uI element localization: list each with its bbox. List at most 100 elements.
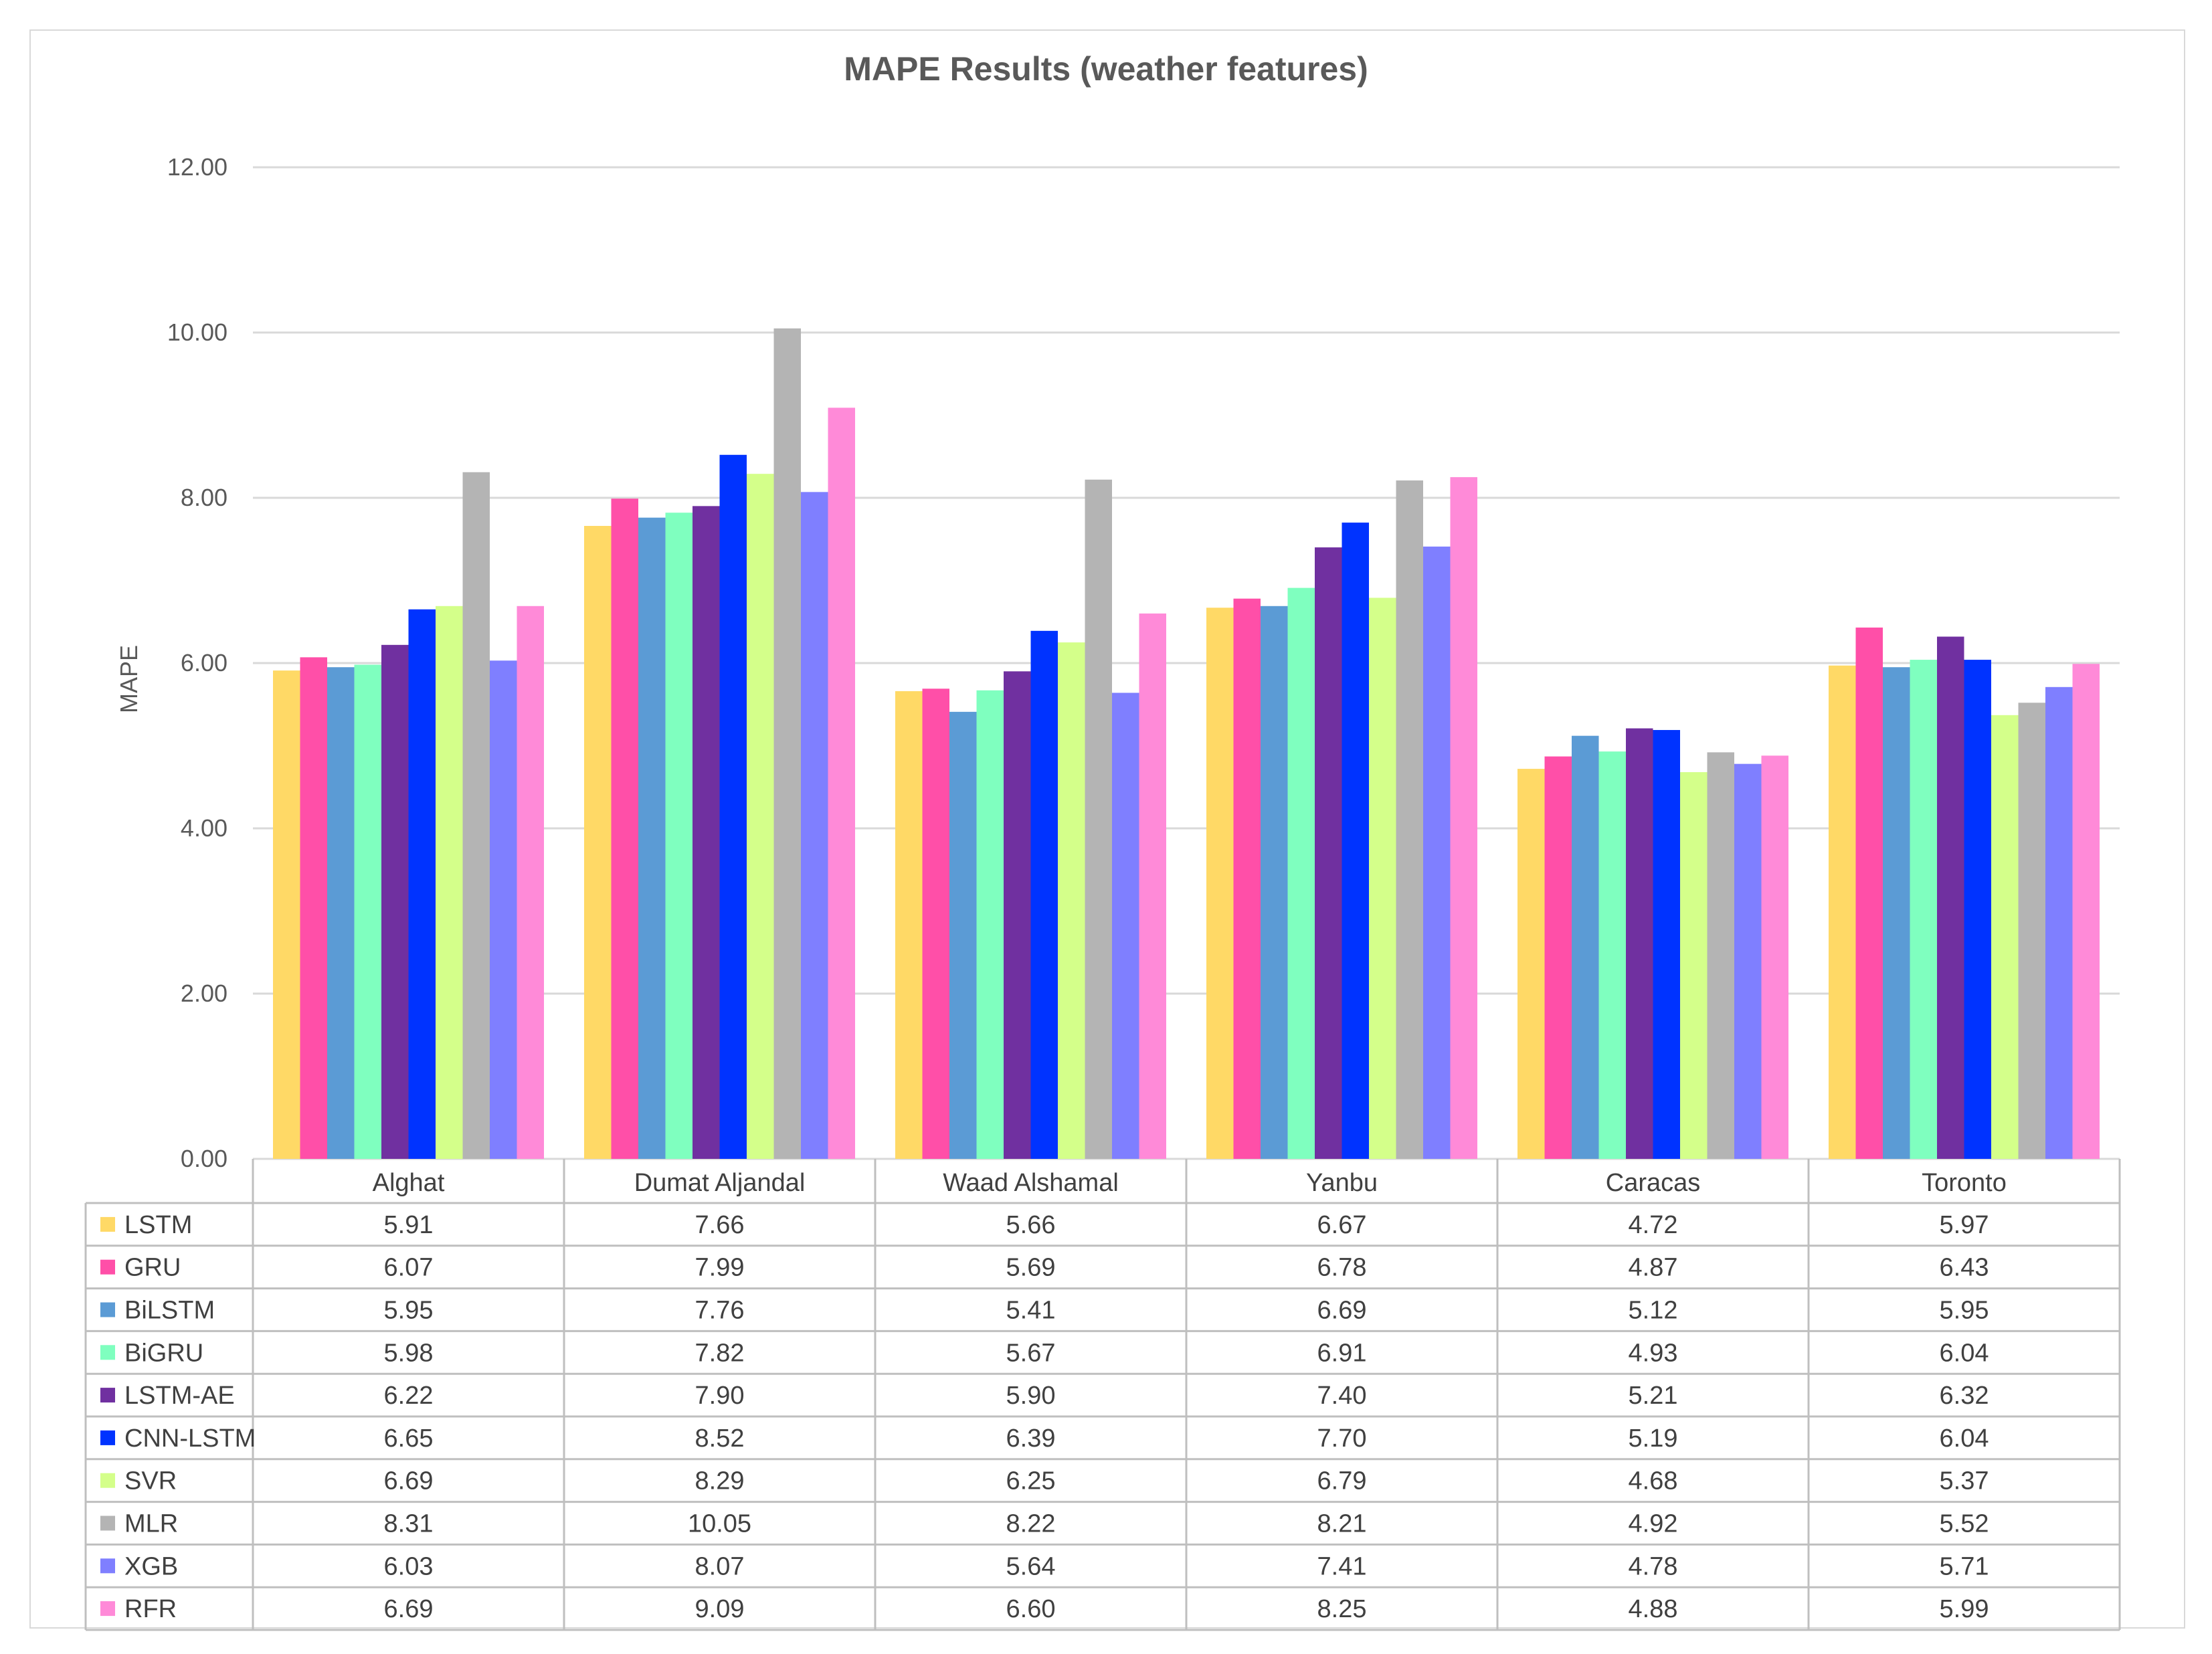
data-label: 6.43 xyxy=(1940,1254,1989,1282)
y-tick-label: 12.00 xyxy=(167,153,227,181)
bar xyxy=(1342,523,1369,1159)
data-label: 4.93 xyxy=(1629,1339,1678,1367)
data-label: 4.88 xyxy=(1629,1595,1678,1623)
data-label: 8.31 xyxy=(384,1510,434,1538)
bar xyxy=(1004,671,1031,1159)
y-tick-label: 4.00 xyxy=(181,814,227,842)
data-label: 5.21 xyxy=(1629,1382,1678,1410)
bar xyxy=(2072,664,2100,1159)
legend-swatch xyxy=(100,1302,115,1317)
legend-swatch xyxy=(100,1388,115,1403)
data-label: 4.87 xyxy=(1629,1254,1678,1282)
data-label: 6.60 xyxy=(1006,1595,1056,1623)
bar xyxy=(828,407,855,1159)
data-label: 5.97 xyxy=(1940,1211,1989,1239)
data-label: 6.03 xyxy=(384,1552,434,1580)
data-label: 6.04 xyxy=(1940,1339,1989,1367)
data-label: 5.91 xyxy=(384,1211,434,1239)
data-label: 8.07 xyxy=(695,1552,745,1580)
bar xyxy=(801,492,828,1159)
bar xyxy=(665,513,693,1159)
data-label: 5.98 xyxy=(384,1339,434,1367)
bar xyxy=(1261,606,1288,1159)
bar xyxy=(1855,627,1883,1159)
bar xyxy=(1315,547,1342,1159)
data-label: 5.99 xyxy=(1940,1595,1989,1623)
bar xyxy=(1572,735,1599,1159)
data-label: 6.79 xyxy=(1317,1467,1367,1495)
bars xyxy=(273,328,2100,1160)
data-label: 6.39 xyxy=(1006,1425,1056,1453)
bar xyxy=(1450,477,1477,1159)
data-label: 6.69 xyxy=(384,1595,434,1623)
bar xyxy=(1964,660,1991,1159)
bar xyxy=(895,691,923,1159)
data-label: 4.72 xyxy=(1629,1211,1678,1239)
bar xyxy=(747,474,774,1159)
data-label: 8.52 xyxy=(695,1425,745,1453)
data-label: 6.25 xyxy=(1006,1467,1056,1495)
data-label: 6.04 xyxy=(1940,1425,1989,1453)
bar xyxy=(1030,630,1058,1159)
category-label: Yanbu xyxy=(1306,1169,1378,1197)
bar xyxy=(1112,693,1139,1159)
y-tick-label: 8.00 xyxy=(181,484,227,511)
y-axis-label: MAPE xyxy=(115,645,143,713)
data-label: 5.41 xyxy=(1006,1297,1056,1325)
bar xyxy=(354,664,381,1159)
data-label: 6.32 xyxy=(1940,1382,1989,1410)
bar xyxy=(922,688,949,1159)
legend-swatch xyxy=(100,1216,115,1232)
legend-label: CNN-LSTM xyxy=(124,1425,256,1453)
category-label: Waad Alshamal xyxy=(943,1169,1119,1197)
category-label: Caracas xyxy=(1606,1169,1701,1197)
bar xyxy=(949,711,977,1159)
data-label: 6.91 xyxy=(1317,1339,1367,1367)
legend-label: BiLSTM xyxy=(124,1297,215,1325)
data-label: 5.90 xyxy=(1006,1382,1056,1410)
legend-swatch xyxy=(100,1558,115,1574)
data-label: 4.78 xyxy=(1629,1552,1678,1580)
bar xyxy=(1910,660,1937,1159)
bar xyxy=(273,670,300,1159)
data-label: 7.90 xyxy=(695,1382,745,1410)
data-label: 5.52 xyxy=(1940,1510,1989,1538)
bar xyxy=(1829,665,1856,1159)
bar xyxy=(1653,730,1680,1159)
bar xyxy=(408,609,436,1159)
data-label: 5.95 xyxy=(384,1297,434,1325)
bar xyxy=(2018,703,2045,1159)
data-label: 5.95 xyxy=(1940,1297,1989,1325)
bar xyxy=(1680,772,1708,1159)
data-label: 6.69 xyxy=(1317,1297,1367,1325)
data-label: 7.99 xyxy=(695,1254,745,1282)
bar xyxy=(1139,613,1166,1159)
bar xyxy=(584,525,612,1159)
legend-swatch xyxy=(100,1345,115,1360)
data-label: 6.22 xyxy=(384,1382,434,1410)
data-label: 7.76 xyxy=(695,1297,745,1325)
legend-label: GRU xyxy=(124,1254,181,1282)
data-label: 5.69 xyxy=(1006,1254,1056,1282)
bar xyxy=(773,328,801,1160)
bar xyxy=(381,644,409,1159)
data-label: 4.68 xyxy=(1629,1467,1678,1495)
bar xyxy=(1517,769,1545,1159)
bar xyxy=(1287,587,1315,1159)
category-label: Alghat xyxy=(373,1169,445,1197)
data-label: 5.66 xyxy=(1006,1211,1056,1239)
data-label: 7.41 xyxy=(1317,1552,1367,1580)
bar xyxy=(1707,752,1734,1159)
data-label: 4.92 xyxy=(1629,1510,1678,1538)
bar xyxy=(1233,598,1261,1159)
y-tick-label: 2.00 xyxy=(181,980,227,1007)
data-table: Alghat Dumat Aljandal Waad Alshamal Yanbu Ca… xyxy=(84,1159,2121,1631)
bar xyxy=(436,606,463,1159)
data-label: 6.78 xyxy=(1317,1254,1367,1282)
data-label: 6.65 xyxy=(384,1425,434,1453)
bar xyxy=(1058,642,1085,1159)
y-tick-label: 0.00 xyxy=(181,1145,227,1172)
bar xyxy=(693,506,720,1159)
data-label: 10.05 xyxy=(688,1510,751,1538)
